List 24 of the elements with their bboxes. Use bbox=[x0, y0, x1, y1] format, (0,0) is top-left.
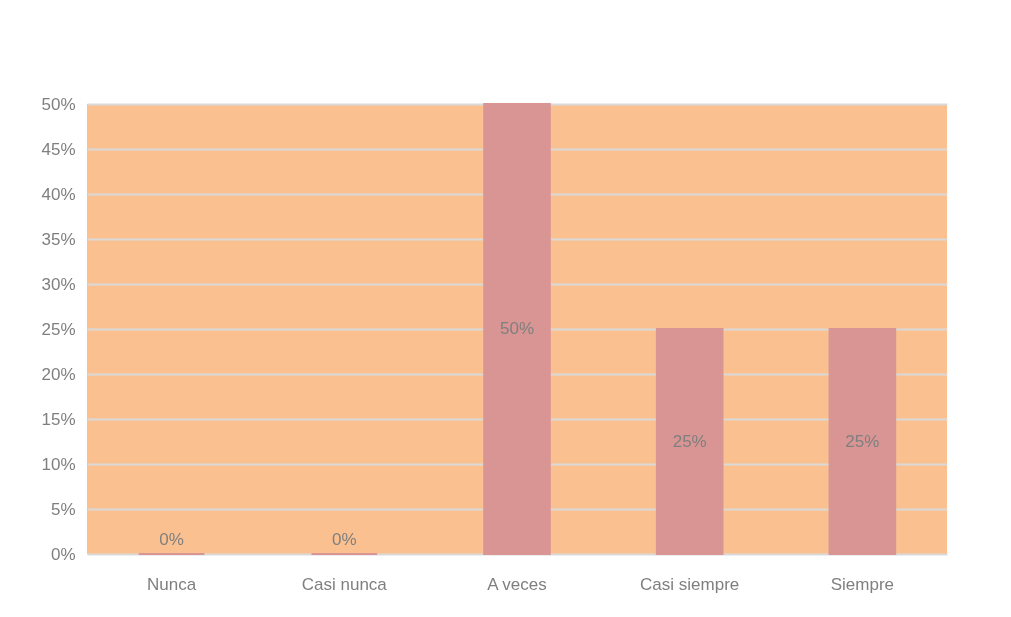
x-tick-label: A veces bbox=[487, 574, 547, 594]
y-tick-label: 35% bbox=[41, 229, 76, 249]
y-tick-label: 15% bbox=[41, 409, 76, 429]
data-label: 25% bbox=[672, 431, 707, 451]
y-tick-label: 40% bbox=[41, 184, 76, 204]
x-tick-label: Casi siempre bbox=[640, 574, 740, 594]
y-tick-label: 5% bbox=[50, 499, 76, 519]
y-tick-label: 0% bbox=[50, 544, 76, 564]
y-tick-label: 45% bbox=[41, 139, 76, 159]
x-tick-label: Siempre bbox=[830, 574, 895, 594]
y-tick-label: 50% bbox=[41, 94, 76, 114]
data-label: 25% bbox=[845, 431, 880, 451]
data-label: 50% bbox=[499, 319, 535, 338]
bar bbox=[828, 328, 897, 555]
data-label: 0% bbox=[159, 530, 184, 549]
y-tick-label: 20% bbox=[41, 364, 76, 384]
y-tick-label: 30% bbox=[41, 274, 76, 294]
y-tick-label: 25% bbox=[41, 319, 76, 339]
y-tick-label: 10% bbox=[41, 454, 76, 474]
bar bbox=[483, 103, 551, 555]
x-tick-label: Casi nunca bbox=[301, 574, 388, 594]
bar bbox=[655, 328, 724, 555]
x-tick-label: Nunca bbox=[147, 574, 197, 594]
data-label: 0% bbox=[332, 530, 357, 549]
